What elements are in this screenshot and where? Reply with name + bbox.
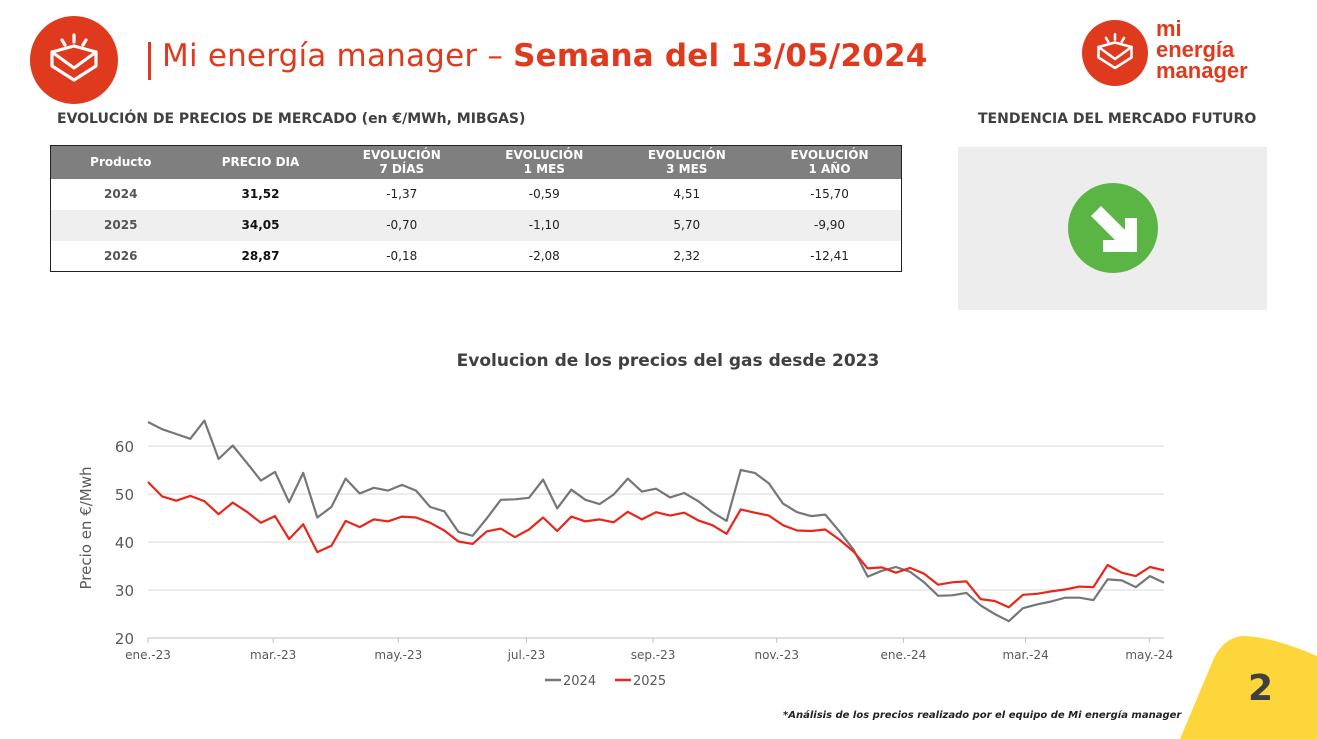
brand-line-2: energía xyxy=(1156,37,1235,62)
gas-price-chart: Evolucion de los precios del gas desde 2… xyxy=(77,351,1173,689)
x-tick-label: sep.-23 xyxy=(631,648,676,662)
market-prices-table: Producto PRECIO DIA EVOLUCIÓN 7 DÍAS EVO… xyxy=(50,145,902,272)
x-tick-label: ene.-24 xyxy=(880,648,926,662)
x-tick-label: may.-23 xyxy=(374,648,422,662)
table-row: 2024 31,52 -1,37 -0,59 4,51 -15,70 xyxy=(51,179,902,210)
down-right-arrow-icon xyxy=(1068,183,1158,273)
cell-precio: 31,52 xyxy=(241,187,280,201)
page-title: Mi energía manager – Semana del 13/05/20… xyxy=(162,38,927,74)
cell-3mes: 5,70 xyxy=(615,209,759,241)
brand-wordmark: mi energía manager xyxy=(1156,16,1248,83)
cell-precio: 28,87 xyxy=(241,248,280,263)
cell-7dias: -1,37 xyxy=(386,187,418,201)
page-title-prefix: Mi energía manager – xyxy=(162,38,514,74)
table-row: 2025 34,05 -0,70 -1,10 5,70 -9,90 xyxy=(50,209,902,241)
col-header-3mes: EVOLUCIÓN 3 MES xyxy=(615,145,759,179)
col-header-1ano: EVOLUCIÓN 1 AÑO xyxy=(758,145,902,179)
legend-label-2025: 2025 xyxy=(633,674,666,689)
trend-panel xyxy=(958,147,1267,310)
page-number: 2 xyxy=(1248,668,1274,709)
cell-3mes: 2,32 xyxy=(673,248,701,263)
cell-1ano: -15,70 xyxy=(810,187,849,201)
x-tick-label: nov.-23 xyxy=(754,648,799,662)
table-row: 2026 28,87 -0,18 -2,08 2,32 -12,41 xyxy=(51,241,902,272)
x-tick-label: mar.-24 xyxy=(1002,648,1048,662)
col-header-1mes: EVOLUCIÓN 1 MES xyxy=(473,145,616,179)
y-tick-label: 20 xyxy=(115,630,134,648)
col-header-7dias: EVOLUCIÓN 7 DÍAS xyxy=(330,145,474,179)
y-tick-label: 60 xyxy=(115,438,134,456)
cell-1ano: -12,41 xyxy=(810,248,849,263)
cell-1ano: -9,90 xyxy=(758,209,902,241)
y-tick-label: 40 xyxy=(115,534,134,552)
cell-producto: 2026 xyxy=(104,248,138,263)
chart-title: Evolucion de los precios del gas desde 2… xyxy=(457,351,880,371)
trend-section-title: TENDENCIA DEL MERCADO FUTURO xyxy=(978,111,1257,127)
page-title-week: Semana del 13/05/2024 xyxy=(513,38,928,74)
x-tick-label: jul.-23 xyxy=(507,648,546,662)
cell-1mes: -0,59 xyxy=(528,187,560,201)
footnote: *Análisis de los precios realizado por e… xyxy=(783,710,1182,721)
series-line-2025 xyxy=(147,481,1165,609)
brand-logo-icon xyxy=(30,16,118,104)
col-header-producto: Producto xyxy=(50,145,191,179)
brand-line-3: manager xyxy=(1156,58,1248,83)
page-number-tab xyxy=(1180,636,1317,739)
series-line-2024 xyxy=(147,419,1165,623)
x-tick-label: mar.-23 xyxy=(250,648,296,662)
cell-precio: 34,05 xyxy=(190,209,331,241)
brand-line-1: mi xyxy=(1156,16,1182,41)
cell-producto: 2024 xyxy=(104,187,138,201)
y-axis-label: Precio en €/Mwh xyxy=(77,466,95,589)
cell-1mes: -1,10 xyxy=(473,209,616,241)
title-accent-bar xyxy=(148,42,151,80)
table-header-row: Producto PRECIO DIA EVOLUCIÓN 7 DÍAS EVO… xyxy=(50,145,902,179)
y-tick-label: 50 xyxy=(115,486,134,504)
cell-1mes: -2,08 xyxy=(528,248,560,263)
legend-label-2024: 2024 xyxy=(563,674,596,689)
brand-mark-icon xyxy=(1082,20,1148,86)
cell-7dias: -0,70 xyxy=(330,209,474,241)
y-tick-label: 30 xyxy=(115,582,134,600)
x-tick-label: may.-24 xyxy=(1125,648,1173,662)
cell-3mes: 4,51 xyxy=(673,187,701,201)
x-tick-label: ene.-23 xyxy=(125,648,171,662)
brand-logo-right: mi energía manager xyxy=(1082,18,1272,90)
cell-producto: 2025 xyxy=(50,209,191,241)
cell-7dias: -0,18 xyxy=(386,248,418,263)
market-section-title: EVOLUCIÓN DE PRECIOS DE MERCADO (en €/MW… xyxy=(57,111,526,127)
col-header-precio: PRECIO DIA xyxy=(190,145,331,179)
